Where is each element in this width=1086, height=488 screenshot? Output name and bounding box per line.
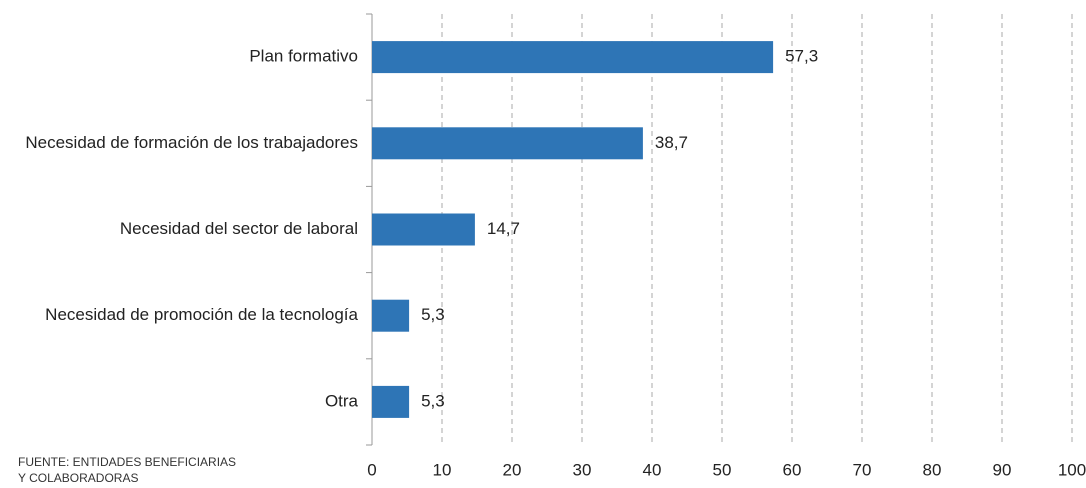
y-tick-label: Necesidad del sector de laboral	[120, 219, 358, 238]
x-tick-label: 30	[573, 460, 592, 479]
x-tick-label: 50	[713, 460, 732, 479]
x-tick-label: 60	[783, 460, 802, 479]
x-tick-label: 10	[433, 460, 452, 479]
value-label: 38,7	[655, 133, 688, 152]
bar	[372, 213, 475, 246]
bar	[372, 299, 410, 332]
value-label: 57,3	[785, 47, 818, 66]
x-tick-label: 80	[923, 460, 942, 479]
y-tick-label: Otra	[325, 391, 359, 410]
x-tick-label: 100	[1058, 460, 1086, 479]
source-line: Y COLABORADORAS	[18, 471, 138, 485]
y-tick-label: Necesidad de promoción de la tecnología	[45, 305, 358, 324]
source-line: FUENTE: ENTIDADES BENEFICIARIAS	[18, 455, 236, 469]
y-tick-label: Plan formativo	[249, 47, 358, 66]
value-label: 5,3	[421, 391, 445, 410]
value-label: 14,7	[487, 219, 520, 238]
x-tick-label: 90	[993, 460, 1012, 479]
x-tick-label: 0	[367, 460, 376, 479]
x-tick-label: 40	[643, 460, 662, 479]
x-tick-label: 70	[853, 460, 872, 479]
bar	[372, 127, 643, 160]
bar	[372, 385, 410, 418]
bar	[372, 41, 774, 74]
y-tick-label: Necesidad de formación de los trabajador…	[25, 133, 358, 152]
x-tick-label: 20	[503, 460, 522, 479]
value-label: 5,3	[421, 305, 445, 324]
